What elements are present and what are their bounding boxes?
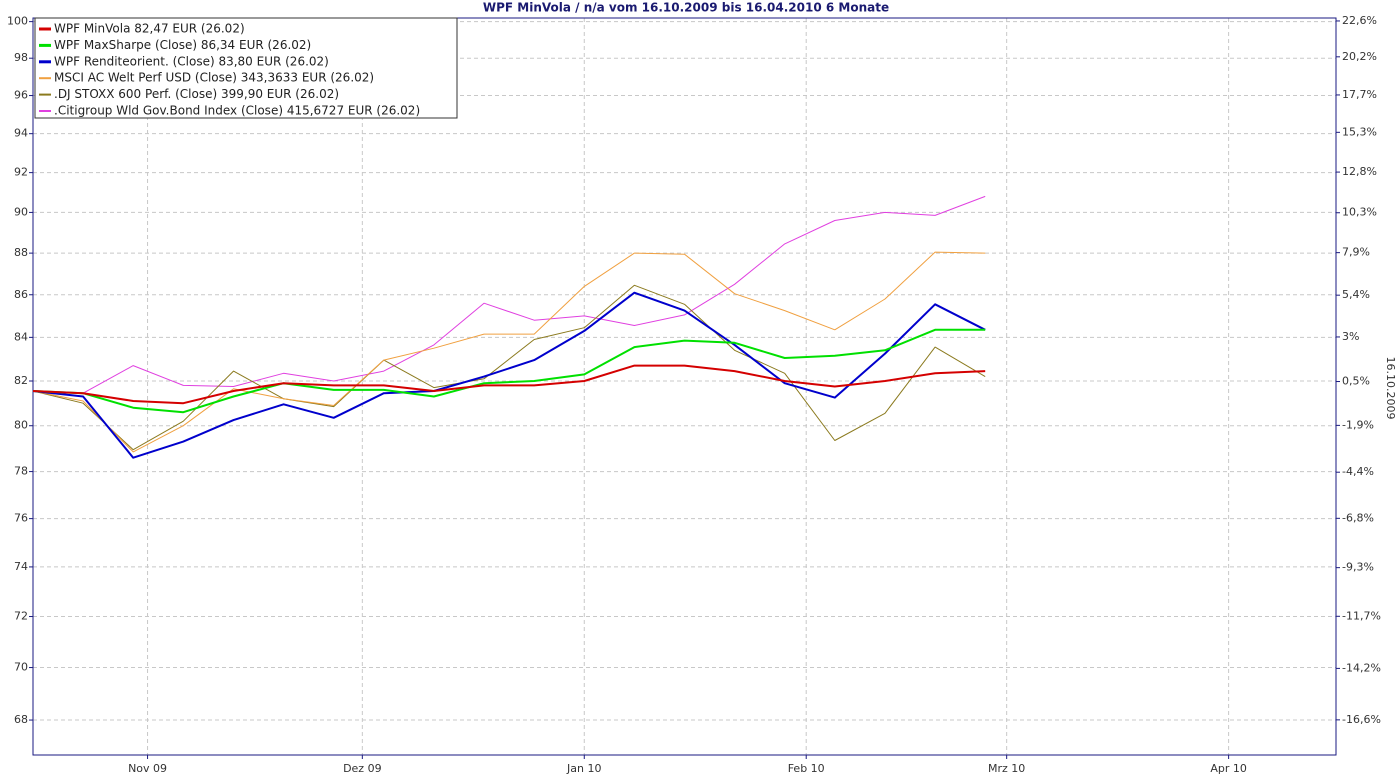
x-tick-label: Nov 09 — [128, 762, 167, 775]
y-tick-label: 96 — [14, 89, 28, 102]
y2-tick-label: 22,6% — [1342, 14, 1377, 27]
x-tick-label: Apr 10 — [1210, 762, 1247, 775]
y2-tick-label: 5,4% — [1342, 288, 1370, 301]
legend: WPF MinVola 82,47 EUR (26.02) WPF MaxShar… — [34, 17, 458, 119]
y2-tick-label: 3% — [1342, 330, 1359, 343]
y-tick-label: 86 — [14, 288, 28, 301]
y-tick-label: 84 — [14, 330, 28, 343]
y2-tick-label: 7,9% — [1342, 246, 1370, 259]
y-tick-label: 90 — [14, 205, 28, 218]
chart-title: WPF MinVola / n/a vom 16.10.2009 bis 16.… — [483, 1, 889, 15]
y2-tick-label: 0,5% — [1342, 375, 1370, 388]
y2-tick-label: -14,2% — [1342, 661, 1381, 674]
series-line — [32, 251, 986, 453]
y2-axis-label: 16.10.2009 — [1384, 357, 1397, 420]
x-tick-label: Dez 09 — [343, 762, 382, 775]
y-tick-label: 78 — [14, 465, 28, 478]
legend-label: WPF MaxSharpe (Close) 86,34 EUR (26.02) — [54, 38, 311, 52]
series-line — [32, 291, 986, 459]
plot-frame — [32, 17, 1337, 756]
y2-tick-label: -9,3% — [1342, 561, 1374, 574]
y-tick-label: 92 — [14, 166, 28, 179]
y-tick-label: 82 — [14, 374, 28, 387]
y-tick-label: 88 — [14, 246, 28, 259]
series-line — [32, 284, 986, 451]
series-line — [32, 195, 986, 394]
y2-tick-label: 17,7% — [1342, 88, 1377, 101]
y2-tick-label: -11,7% — [1342, 609, 1381, 622]
y2-tick-label: -6,8% — [1342, 511, 1374, 524]
series-line — [32, 328, 986, 414]
y2-tick-label: 10,3% — [1342, 206, 1377, 219]
y2-tick-label: 20,2% — [1342, 50, 1377, 63]
legend-label: .Citigroup Wld Gov.Bond Index (Close) 41… — [54, 104, 420, 118]
legend-box — [34, 17, 458, 119]
x-tick-label: Jan 10 — [566, 762, 601, 775]
y-tick-label: 98 — [14, 51, 28, 64]
y-tick-label: 80 — [14, 419, 28, 432]
x-tick-label: Feb 10 — [788, 762, 825, 775]
y2-tick-label: -4,4% — [1342, 465, 1374, 478]
legend-label: .DJ STOXX 600 Perf. (Close) 399,90 EUR (… — [54, 87, 339, 101]
legend-label: WPF Renditeorient. (Close) 83,80 EUR (26… — [54, 54, 329, 68]
x-tick-label: Mrz 10 — [988, 762, 1025, 775]
y-tick-label: 70 — [14, 661, 28, 674]
y2-tick-label: 15,3% — [1342, 125, 1377, 138]
y2-tick-label: 12,8% — [1342, 165, 1377, 178]
legend-label: MSCI AC Welt Perf USD (Close) 343,3633 E… — [54, 71, 374, 85]
y-tick-label: 72 — [14, 610, 28, 623]
y-tick-label: 68 — [14, 713, 28, 726]
legend-label: WPF MinVola 82,47 EUR (26.02) — [54, 22, 245, 36]
y2-tick-label: -1,9% — [1342, 418, 1374, 431]
y-tick-label: 94 — [14, 127, 28, 140]
series-line — [32, 364, 986, 405]
y-tick-label: 100 — [7, 15, 28, 28]
y2-tick-label: -16,6% — [1342, 713, 1381, 726]
y-tick-label: 76 — [14, 512, 28, 525]
y-tick-label: 74 — [14, 560, 28, 573]
